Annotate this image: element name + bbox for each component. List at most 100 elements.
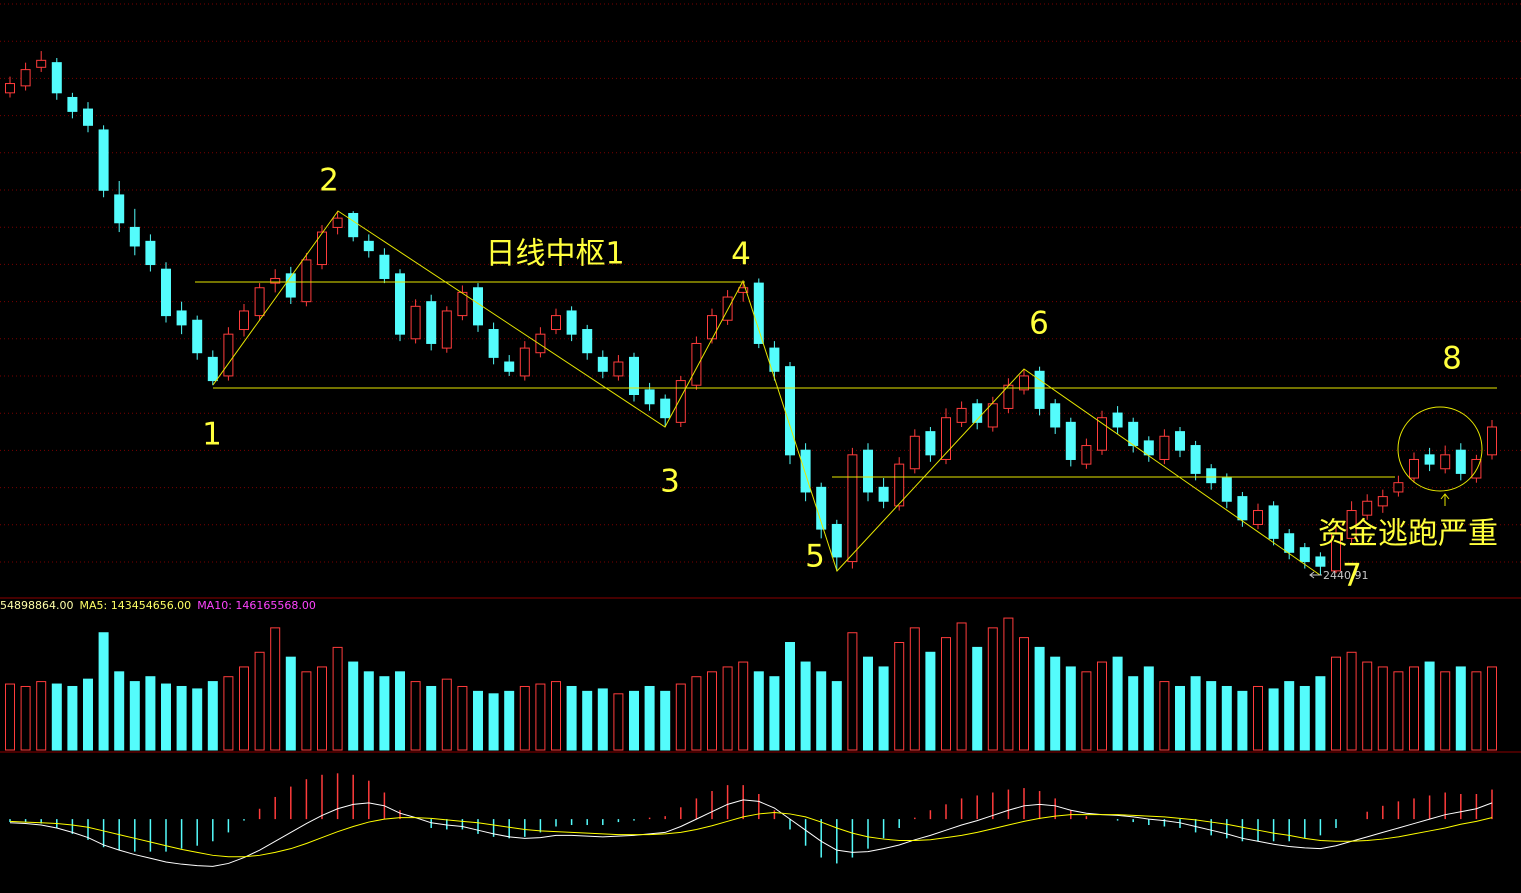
candle-body [1065,421,1076,460]
volume-bar [956,622,967,751]
volume-bar [285,656,296,751]
volume-bar [1143,666,1154,751]
volume-bar [1440,671,1451,751]
candle-body [67,96,78,112]
volume-bar [597,688,608,751]
volume-bar [1050,656,1061,751]
candle-body [1206,468,1217,484]
wave-label: 8 [1442,341,1462,377]
candle-body [1112,412,1123,428]
volume-bar [1424,661,1435,751]
volume-bar [1409,666,1419,751]
low-arrow-head [1309,571,1315,579]
candle-body [1268,505,1279,539]
volume-bar [114,671,125,751]
volume-bar [317,666,327,751]
volume-bar [1331,656,1341,751]
candle-body [753,282,764,344]
volume-bar [457,685,468,751]
candle-body [894,463,905,507]
price-panel [5,51,1497,576]
candle-body [519,347,530,377]
candle-body [769,347,780,372]
candle-body [675,380,686,423]
zigzag-line [212,210,1321,576]
candle-body [488,329,499,358]
volume-bar [395,671,405,751]
volume-bar [270,627,281,751]
wave-label: 6 [1029,306,1049,342]
candle-body [847,454,858,563]
volume-bar [987,627,998,751]
wave-label: 3 [660,464,680,500]
volume-bar [1159,681,1170,751]
volume-bar [1003,617,1014,751]
candle-body [613,361,624,377]
candle-body [285,273,296,298]
volume-bar [129,681,140,751]
candle-body [51,62,62,94]
volume-bar [332,646,343,751]
candle-body [36,59,47,68]
volume-bar [192,688,203,751]
volume-bar [426,685,437,751]
volume-bar [800,661,811,751]
low-label: 2440.91 [1323,569,1369,582]
volume-bar [566,685,577,751]
volume-bar [863,656,873,751]
highlight-circle [1397,406,1483,492]
volume-bar [941,637,951,751]
candle-body [1143,440,1154,456]
candle-body [457,291,468,317]
candle-body [925,431,936,456]
volume-bar [785,642,795,751]
macd-line [9,811,1493,858]
macd-panel [9,773,1493,867]
candle-body [1284,533,1295,553]
candle-body [395,273,405,335]
volume-bar [613,693,624,751]
volume-bar [816,671,827,751]
candle-body [441,310,452,349]
volume-legend: 54898864.00 MA5: 143454656.00 MA10: 146165… [0,599,316,612]
candle-body [254,287,265,317]
volume-bar [410,681,421,751]
candle-body [722,296,733,321]
volume-bar [488,693,499,751]
candle-body [566,310,577,335]
volume-bar [925,651,936,751]
candle-body [629,356,639,396]
candle-body [1190,445,1201,474]
volume-bar [98,632,109,751]
volume-bar [909,627,920,751]
volume-bar [223,676,234,751]
candle-body [410,305,421,340]
volume-bar [1237,690,1248,751]
candle-body [1346,510,1357,539]
wave-label: 4 [731,237,751,273]
volume-bar [675,683,686,751]
legend-entry: 54898864.00 [0,599,73,612]
candle-body [1424,454,1435,465]
candle-body [504,361,515,372]
candle-body [332,217,343,228]
candle-body [176,310,187,326]
volume-panel [5,617,1497,751]
volume-bar [894,642,905,751]
candle-body [20,69,31,87]
volume-bar [1471,671,1482,751]
candle-body [223,333,234,377]
candle-body [379,254,390,279]
candle-body [1221,477,1232,502]
volume-bar [738,661,749,751]
volume-bar [254,651,265,751]
candle-body [348,212,359,238]
volume-bar [644,685,655,751]
volume-bar [972,646,983,751]
volume-bar [660,690,671,751]
candle-body [1315,556,1326,567]
volume-bar [441,678,452,751]
volume-bar [629,690,639,751]
candle-body [551,315,561,331]
